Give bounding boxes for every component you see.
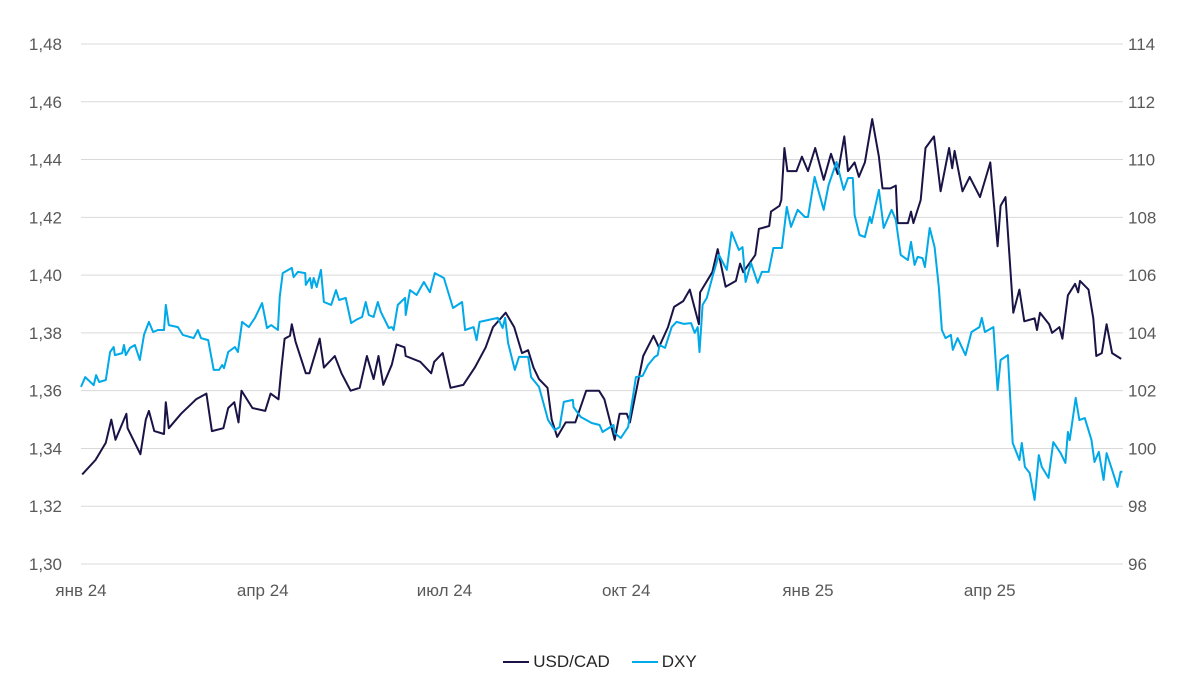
left-y-tick-label: 1,36 bbox=[29, 382, 62, 401]
x-tick-label: апр 24 bbox=[237, 581, 289, 600]
series-line-dxy bbox=[80, 160, 1123, 501]
series-lines bbox=[80, 118, 1123, 501]
legend-label-usdcad: USD/CAD bbox=[533, 652, 610, 671]
left-y-axis: 1,30 1,32 1,34 1,36 1,38 1,40 1,42 1,44 1,46 1,48 bbox=[29, 35, 62, 574]
right-y-tick-label: 108 bbox=[1128, 208, 1156, 227]
right-y-tick-label: 96 bbox=[1128, 555, 1147, 574]
left-y-tick-label: 1,42 bbox=[29, 208, 62, 227]
left-y-tick-label: 1,40 bbox=[29, 266, 62, 285]
right-y-tick-label: 106 bbox=[1128, 266, 1156, 285]
left-y-tick-label: 1,38 bbox=[29, 324, 62, 343]
left-y-tick-label: 1,32 bbox=[29, 497, 62, 516]
legend-label-dxy: DXY bbox=[661, 652, 697, 671]
x-tick-label: янв 24 bbox=[55, 581, 106, 600]
legend-item-dxy: DXY bbox=[631, 652, 697, 672]
left-y-tick-label: 1,44 bbox=[29, 151, 62, 170]
right-y-tick-label: 110 bbox=[1128, 151, 1155, 170]
left-y-tick-label: 1,48 bbox=[29, 35, 62, 54]
legend: USD/CAD DXY bbox=[0, 652, 1200, 672]
x-tick-label: июл 24 bbox=[417, 581, 472, 600]
left-y-tick-label: 1,46 bbox=[29, 93, 62, 112]
gridlines bbox=[81, 43, 1123, 565]
right-y-tick-label: 104 bbox=[1128, 324, 1156, 343]
right-y-axis: 96 98 100 102 104 106 108 110 112 114 bbox=[1128, 35, 1156, 574]
usdcad-swatch bbox=[503, 661, 530, 663]
right-y-tick-label: 100 bbox=[1128, 439, 1156, 458]
series-line-usdcad bbox=[81, 118, 1122, 476]
right-y-tick-label: 102 bbox=[1128, 382, 1156, 401]
left-y-tick-label: 1,34 bbox=[29, 439, 62, 458]
x-axis: янв 24 апр 24 июл 24 окт 24 янв 25 апр 25 bbox=[55, 581, 1015, 600]
right-y-tick-label: 98 bbox=[1128, 497, 1147, 516]
x-tick-label: окт 24 bbox=[602, 581, 651, 600]
legend-item-usdcad: USD/CAD bbox=[503, 652, 610, 672]
x-tick-label: апр 25 bbox=[964, 581, 1016, 600]
dxy-swatch bbox=[631, 661, 658, 663]
right-y-tick-label: 114 bbox=[1128, 35, 1155, 54]
x-tick-label: янв 25 bbox=[782, 581, 833, 600]
left-y-tick-label: 1,30 bbox=[29, 555, 62, 574]
right-y-tick-label: 112 bbox=[1128, 93, 1155, 112]
